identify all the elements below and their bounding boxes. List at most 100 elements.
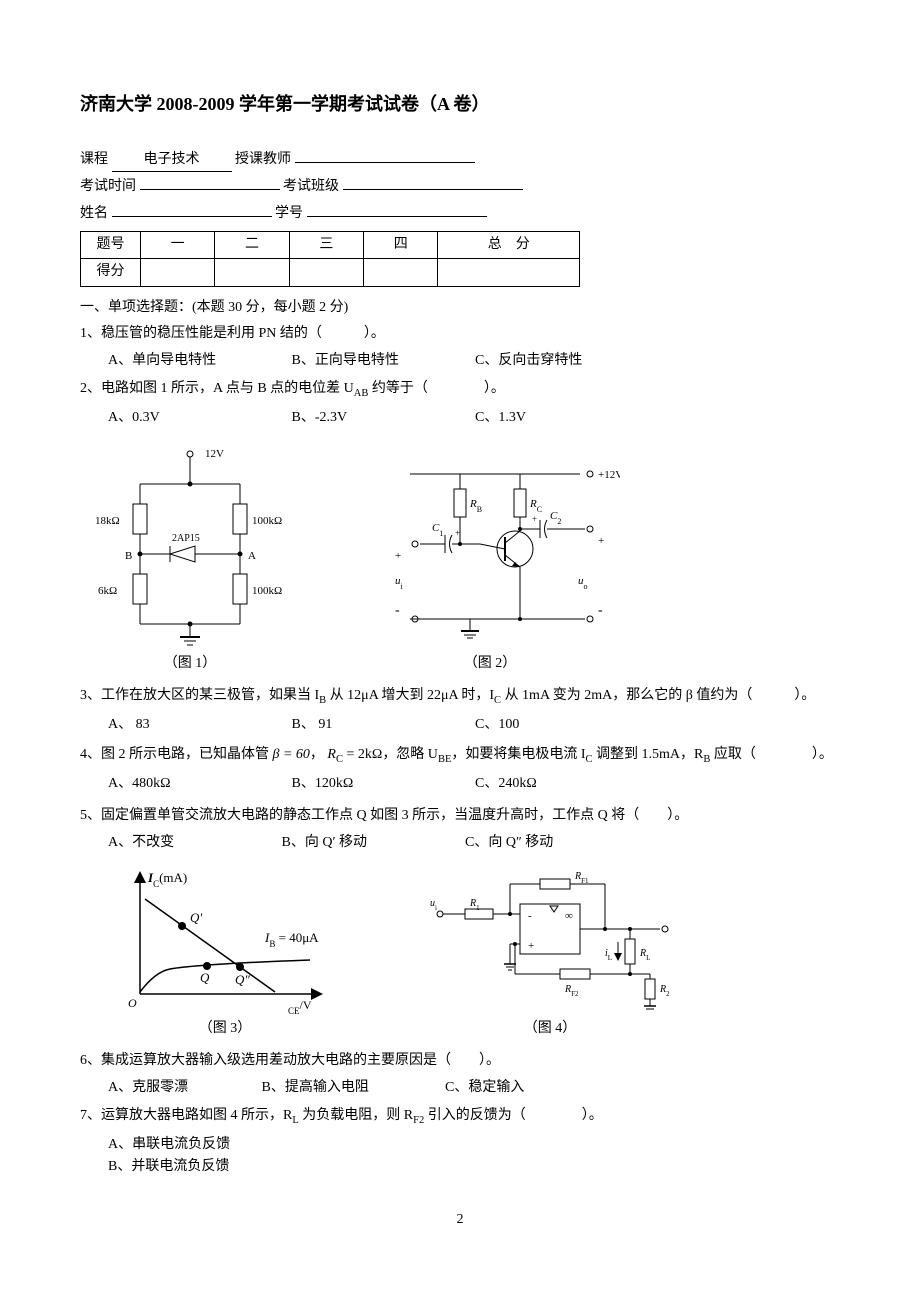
svg-text:∞: ∞ [565,910,573,922]
svg-text:+: + [532,514,537,524]
svg-text:RB: RB [469,498,482,514]
class-value [343,189,523,190]
svg-text:+: + [455,528,460,538]
table-cell: 题号 [81,231,141,258]
option-c: C、稳定输入 [445,1077,524,1099]
option-c: C、1.3V [475,407,526,429]
option-a: A、串联电流负反馈 [108,1134,840,1156]
q4-t5: 应取（ ）。 [710,747,833,762]
page-title: 济南大学 2008-2009 学年第一学期考试试卷（A 卷） [80,90,840,119]
svg-text:C2: C2 [550,510,561,526]
q4-t1: 4、图 2 所示电路，已知晶体管 [80,747,269,762]
svg-text:R2: R2 [659,984,670,998]
table-cell: 一 [141,231,215,258]
question-6-options: A、克服零漂 B、提高输入电阻 C、稳定输入 [80,1077,840,1099]
svg-text:+: + [395,550,401,562]
q3-c: C [494,695,501,706]
circuit-2-svg: +12V RB RC C1 + [360,449,620,649]
circuit-4-svg: - + ∞ RF1 R1 ui [420,864,680,1014]
question-2-options: A、0.3V B、-2.3V C、1.3V [80,407,840,429]
teacher-value [295,162,475,163]
svg-text:RF1: RF1 [574,871,589,885]
svg-text:18kΩ: 18kΩ [95,515,120,527]
table-cell: 得分 [81,259,141,286]
svg-text:-: - [528,910,532,922]
q3-t2: 从 12μA 增大到 22μA 时，I [326,688,494,703]
option-a: A、480kΩ [108,773,288,795]
id-value [307,216,487,217]
question-4: 4、图 2 所示电路，已知晶体管 β = 60， RC = 2kΩ，忽略 UBE… [80,744,840,769]
question-1: 1、稳压管的稳压性能是利用 PN 结的（ ）。 [80,323,840,345]
q2-text: 2、电路如图 1 所示，A 点与 B 点的电位差 U [80,381,354,396]
course-label: 课程 [80,152,108,167]
svg-text:+: + [528,940,534,952]
question-4-options: A、480kΩ B、120kΩ C、240kΩ [80,773,840,795]
table-cell [289,259,363,286]
option-a: A、克服零漂 [108,1077,218,1099]
question-7: 7、运算放大器电路如图 4 所示，RL 为负载电阻，则 RF2 引入的反馈为（ … [80,1105,840,1130]
time-label: 考试时间 [80,179,136,194]
name-line: 姓名 学号 [80,203,840,225]
question-6: 6、集成运算放大器输入级选用差动放大电路的主要原因是（ ）。 [80,1050,840,1072]
table-cell: 三 [289,231,363,258]
table-cell: 四 [364,231,438,258]
figure-2: +12V RB RC C1 + [360,449,620,675]
figure-3: IC(mA) CE/V O Q′ Q Q″ IB = 40μA （图 3） [110,864,340,1040]
option-c: C、反向击穿特性 [475,350,582,372]
score-table: 题号 一 二 三 四 总 分 得分 [80,231,580,287]
svg-text:RF2: RF2 [564,984,579,998]
svg-text:B: B [125,550,132,562]
q4-rc: R [327,747,336,762]
svg-text:ui: ui [395,575,404,591]
svg-text:Q′: Q′ [190,910,202,925]
svg-text:RC: RC [529,498,542,514]
question-1-options: A、单向导电特性 B、正向导电特性 C、反向击穿特性 [80,350,840,372]
figure-4-caption: （图 4） [420,1018,680,1040]
figure-3-caption: （图 3） [110,1018,340,1040]
question-5-options: A、不改变 B、向 Q′ 移动 C、向 Q″ 移动 [80,832,840,854]
course-line: 课程 电子技术 授课教师 [80,149,840,172]
q2-sub: AB [354,388,369,399]
q4-t3: ，如要将集电极电流 I [451,747,585,762]
table-cell: 二 [215,231,289,258]
svg-text:-: - [395,603,400,618]
q7-t2: 为负载电阻，则 R [299,1108,413,1123]
name-value [112,216,272,217]
table-cell: 总 分 [438,231,580,258]
q4-comma: ， [310,747,324,762]
option-b: B、并联电流负反馈 [108,1156,840,1178]
svg-text:O: O [128,996,137,1010]
question-3-options: A、 83 B、 91 C、100 [80,714,840,736]
option-c: C、240kΩ [475,773,537,795]
svg-text:ui: ui [430,898,437,912]
svg-text:Q: Q [200,970,210,985]
option-b: B、向 Q′ 移动 [282,832,422,854]
option-b: B、-2.3V [292,407,472,429]
q3-t3: 从 1mA 变为 2mA，那么它的 β 值约为（ ）。 [501,688,815,703]
svg-text:C1: C1 [432,522,443,538]
question-5: 5、固定偏置单管交流放大电路的静态工作点 Q 如图 3 所示，当温度升高时，工作… [80,805,840,827]
option-b: B、提高输入电阻 [262,1077,402,1099]
q4-ic: C [586,754,593,765]
option-a: A、单向导电特性 [108,350,288,372]
table-cell [215,259,289,286]
svg-text:uo: uo [578,575,588,591]
option-b: B、120kΩ [292,773,472,795]
figure-4: - + ∞ RF1 R1 ui [420,864,680,1040]
option-c: C、100 [475,714,519,736]
option-a: A、 83 [108,714,288,736]
option-a: A、不改变 [108,832,238,854]
svg-text:+: + [598,535,604,547]
graph-3-svg: IC(mA) CE/V O Q′ Q Q″ IB = 40μA [110,864,340,1014]
table-row: 得分 [81,259,580,286]
option-b: B、 91 [292,714,472,736]
svg-text:100kΩ: 100kΩ [252,515,282,527]
q7-t3: 引入的反馈为（ ）。 [424,1108,603,1123]
svg-text:6kΩ: 6kΩ [98,585,117,597]
svg-text:RL: RL [639,948,650,962]
table-cell [141,259,215,286]
q3-t1: 3、工作在放大区的某三极管，如果当 I [80,688,319,703]
option-a: A、0.3V [108,407,288,429]
section-heading: 一、单项选择题：(本题 30 分，每小题 2 分) [80,297,840,319]
q4-ube: BE [438,754,451,765]
